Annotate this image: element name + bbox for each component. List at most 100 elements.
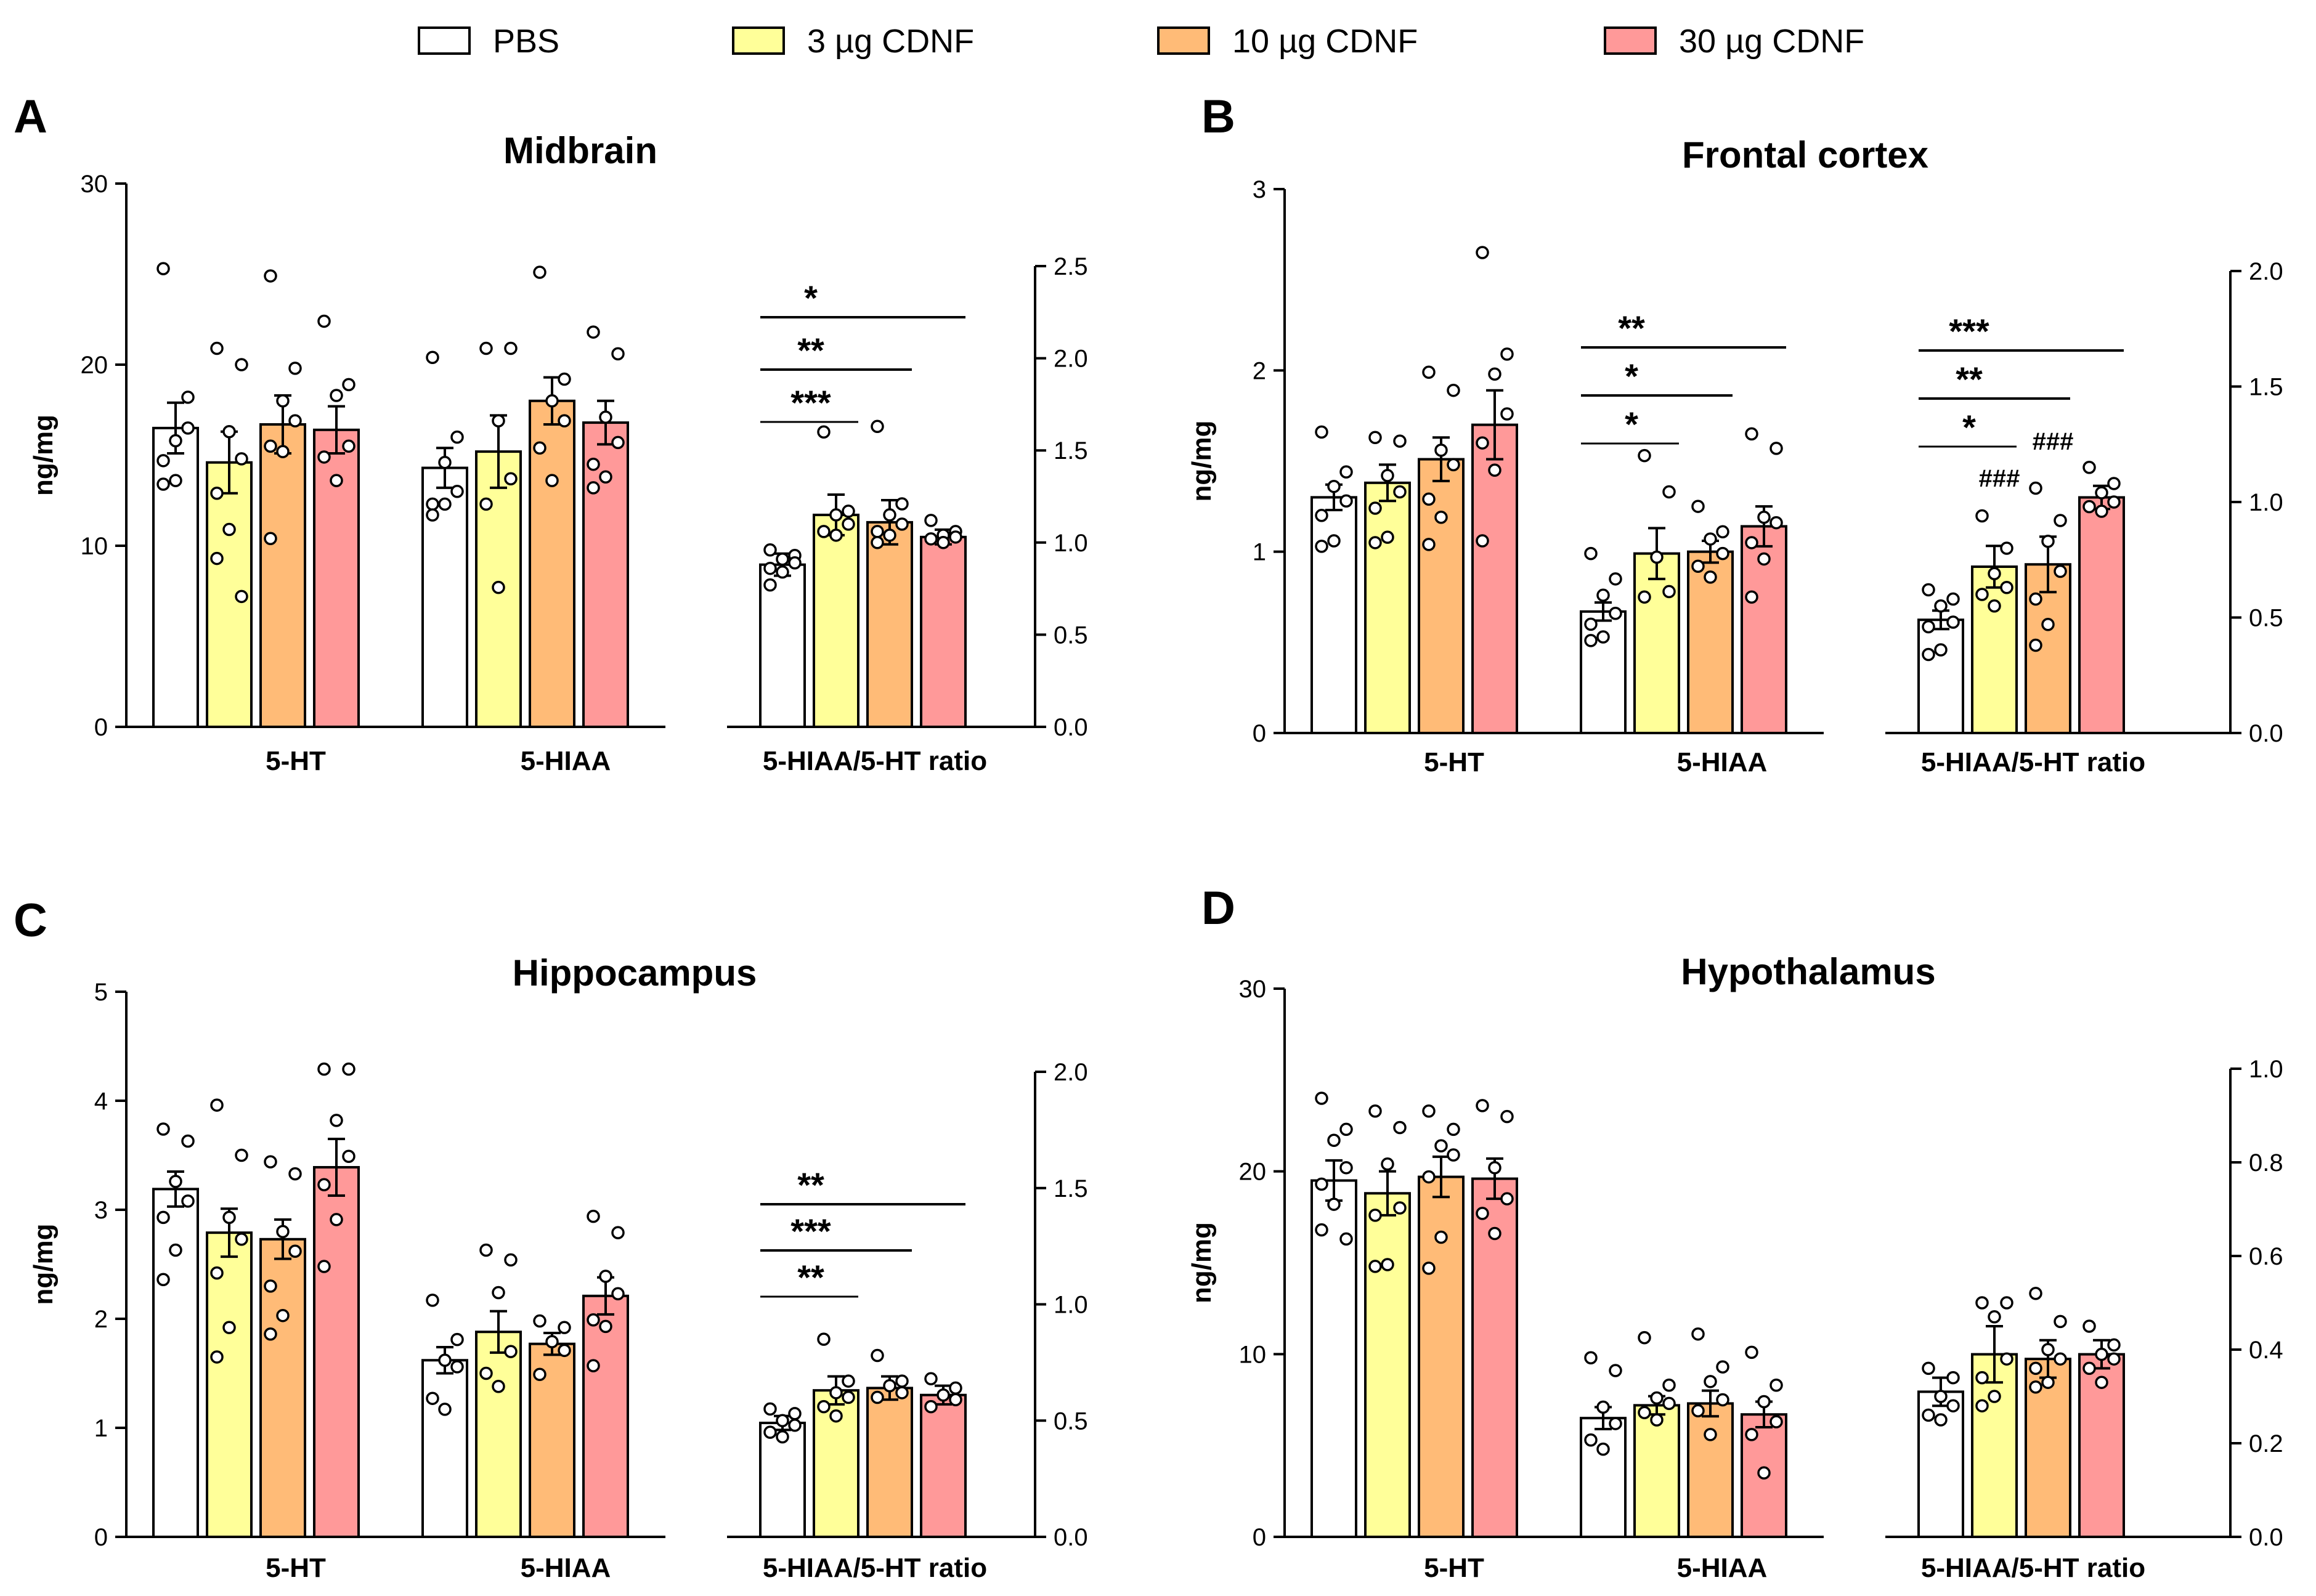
data-point (587, 1359, 600, 1372)
data-point (1368, 1209, 1382, 1222)
y2-tick-label: 0.2 (2249, 1430, 2283, 1457)
data-point (2082, 500, 2096, 514)
data-point (842, 504, 855, 518)
panel-D: D Hypothalamus 0 10 20 30 ng/mg 0.0 0.2 0.4 0.6 0.8… (1187, 882, 2283, 1583)
data-point (264, 1327, 277, 1341)
data-point (1488, 1161, 1501, 1175)
data-point (895, 517, 909, 531)
data-point (479, 1366, 493, 1380)
y-tick-label: 20 (1239, 1159, 1267, 1186)
data-point (1434, 1230, 1448, 1244)
data-point (2029, 1287, 2042, 1300)
data-point (1770, 1379, 1783, 1392)
data-point (842, 517, 855, 531)
data-point (924, 532, 938, 546)
data-point (1650, 1391, 1664, 1405)
data-point (611, 1226, 625, 1239)
data-point (2029, 1361, 2042, 1375)
data-point (1500, 347, 1514, 361)
data-point (317, 1178, 331, 1192)
data-point (342, 1149, 356, 1164)
data-point (1638, 590, 1651, 604)
significance-label: *** (790, 383, 831, 422)
data-point (1368, 1104, 1382, 1118)
data-point (1327, 1197, 1341, 1211)
data-point (2095, 504, 2108, 518)
data-point (599, 410, 612, 424)
data-point (342, 1062, 356, 1076)
category-label: 5-HIAA/5-HT ratio (763, 1553, 987, 1583)
data-point (1381, 469, 1394, 482)
data-point (545, 474, 559, 487)
data-point (2107, 1352, 2121, 1366)
data-point (181, 421, 195, 435)
data-point (1422, 1170, 1436, 1184)
data-point (1757, 1466, 1771, 1480)
bar (206, 1231, 253, 1539)
data-point (1381, 530, 1394, 544)
data-point (1757, 552, 1771, 566)
data-point (1946, 592, 1960, 606)
y-tick-label: 4 (94, 1088, 108, 1115)
data-point (288, 414, 302, 427)
data-point (1339, 1122, 1353, 1136)
panel-title: Frontal cortex (1682, 134, 1928, 176)
data-point (156, 1273, 170, 1287)
data-point (545, 1335, 559, 1348)
data-point (1988, 1310, 2001, 1324)
data-point (1381, 1258, 1394, 1271)
y2-tick-label: 1.0 (1054, 1292, 1088, 1319)
data-point (156, 477, 170, 491)
data-point (1662, 585, 1676, 599)
significance-label: * (1625, 405, 1638, 444)
y2-tick-label: 0.5 (1054, 1408, 1088, 1435)
data-point (2107, 477, 2121, 490)
data-point (156, 454, 170, 468)
bar (152, 1188, 199, 1538)
data-point (1922, 583, 1935, 597)
data-point (533, 441, 546, 455)
data-point (1609, 1417, 1622, 1430)
y-tick-label: 0 (1253, 720, 1266, 747)
data-point (533, 1314, 546, 1328)
data-point (1488, 367, 1501, 381)
data-point (2029, 481, 2042, 495)
data-point (1975, 1371, 1989, 1385)
data-point (829, 1386, 843, 1400)
data-point (426, 1391, 439, 1405)
legend-label: 3 µg CDNF (807, 23, 974, 60)
y-axis-right: 0.0 0.2 0.4 0.6 0.8 1.0 (2229, 1056, 2283, 1551)
data-point (1770, 516, 1783, 530)
significance-label: ** (797, 1165, 824, 1204)
y-tick-label: 0 (1253, 1524, 1266, 1551)
data-point (2054, 1352, 2067, 1366)
data-point (156, 1210, 170, 1225)
data-point (1662, 485, 1676, 499)
significance-label: ** (797, 331, 824, 370)
data-point (222, 425, 236, 439)
data-point (1315, 1177, 1328, 1191)
data-point (169, 1175, 182, 1188)
data-point (342, 378, 356, 392)
data-point (317, 1062, 331, 1076)
data-point (1368, 501, 1382, 515)
data-point (288, 1244, 302, 1258)
significance-label: * (804, 278, 818, 317)
data-point (842, 1390, 855, 1404)
data-point (776, 552, 789, 566)
data-point (2095, 1375, 2108, 1389)
data-point (1934, 599, 1948, 613)
legend-swatch (732, 26, 785, 55)
panel-title: Midbrain (503, 130, 657, 171)
bar (421, 1359, 468, 1538)
data-point (1704, 1428, 1717, 1441)
data-point (871, 525, 884, 538)
data-point (1476, 534, 1489, 548)
data-point (2054, 1314, 2067, 1329)
data-point (1381, 1157, 1394, 1171)
data-point (479, 1243, 493, 1257)
data-point (1339, 465, 1353, 479)
data-point (1476, 1207, 1489, 1220)
data-point (1584, 634, 1598, 647)
data-point (276, 1225, 290, 1239)
